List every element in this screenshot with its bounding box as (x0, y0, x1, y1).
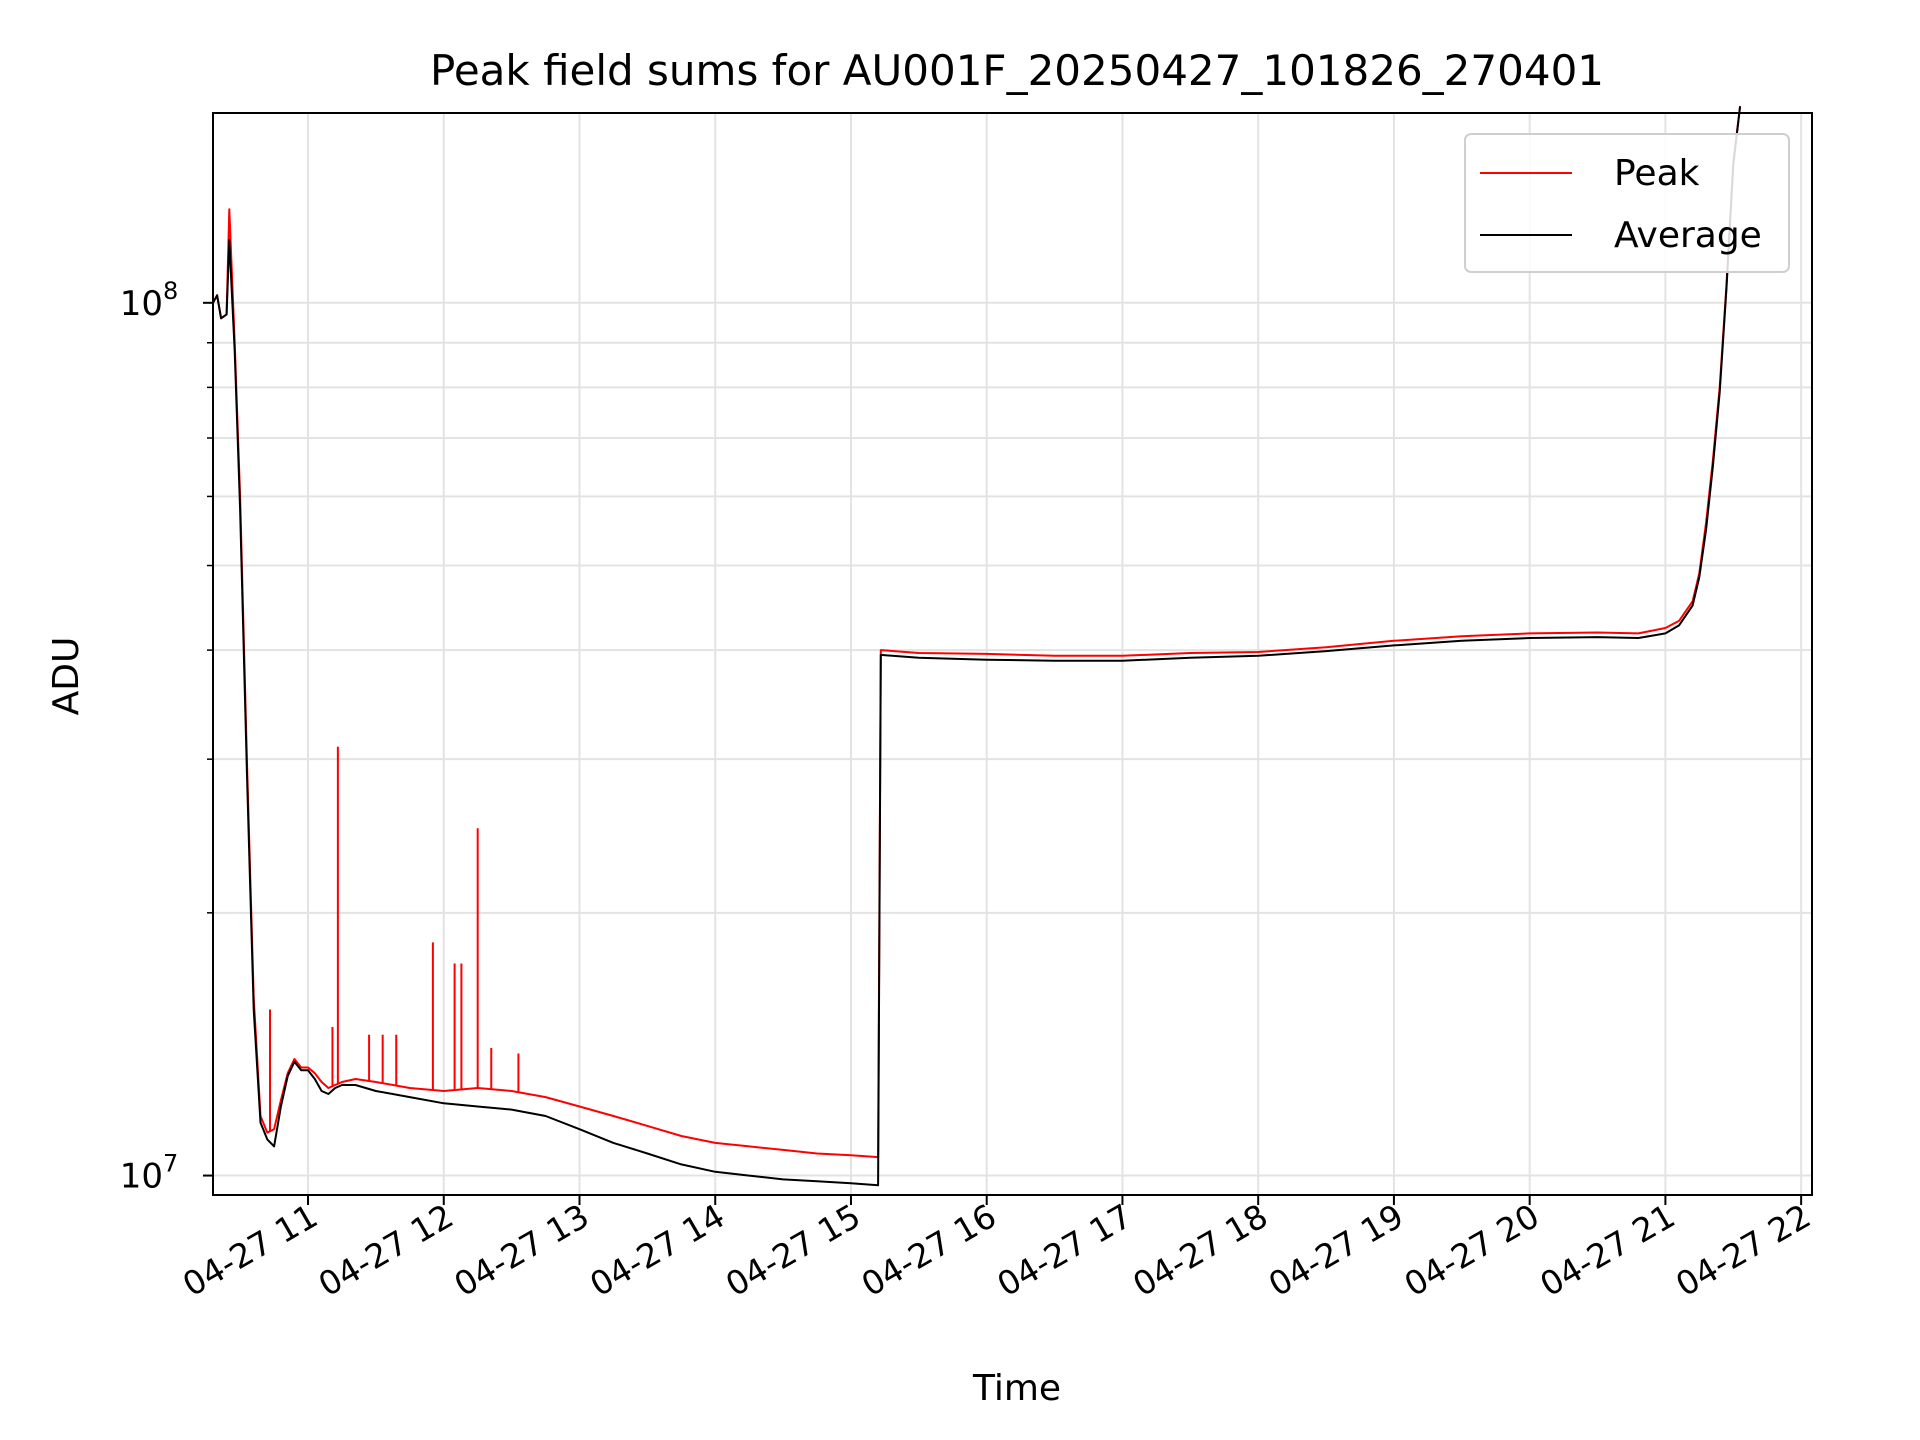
y-tick-exponent: 8 (163, 277, 178, 305)
x-tick-label: 04-27 11 (176, 1196, 324, 1304)
x-tick-label: 04-27 14 (583, 1196, 731, 1304)
x-tick-label: 04-27 19 (1262, 1196, 1410, 1304)
legend-item-peak: Peak (1480, 152, 1700, 194)
x-axis-label: Time (972, 1368, 1061, 1409)
grid-lines (213, 113, 1812, 1195)
series-layer (212, 106, 1742, 1187)
x-tick-label: 04-27 15 (719, 1196, 867, 1304)
x-tick-label: 04-27 12 (312, 1196, 460, 1304)
x-tick-label: 04-27 18 (1126, 1196, 1274, 1304)
chart-title: Peak field sums for AU001F_20250427_1018… (430, 46, 1604, 95)
legend-swatch-average (1480, 234, 1572, 236)
x-tick-label: 04-27 16 (855, 1196, 1003, 1304)
x-tick-label: 04-27 21 (1533, 1196, 1681, 1304)
x-tick-label: 04-27 22 (1669, 1196, 1817, 1304)
series-line-peak (212, 106, 1742, 1159)
x-tick-label: 04-27 20 (1398, 1196, 1546, 1304)
series-line-average (212, 106, 1742, 1187)
x-tick-label: 04-27 13 (447, 1196, 595, 1304)
y-tick-label: 108 (120, 277, 179, 324)
y-tick-label: 107 (120, 1150, 179, 1197)
y-tick-exponent: 7 (163, 1150, 178, 1178)
legend-label-peak: Peak (1614, 152, 1700, 194)
legend-item-average: Average (1480, 214, 1762, 256)
legend-label-average: Average (1614, 214, 1762, 256)
plot-frame (212, 112, 1813, 1196)
legend: Peak Average (1464, 133, 1790, 273)
x-tick-label: 04-27 17 (990, 1196, 1138, 1304)
y-axis-label: ADU (46, 637, 87, 716)
legend-swatch-peak (1480, 172, 1572, 174)
